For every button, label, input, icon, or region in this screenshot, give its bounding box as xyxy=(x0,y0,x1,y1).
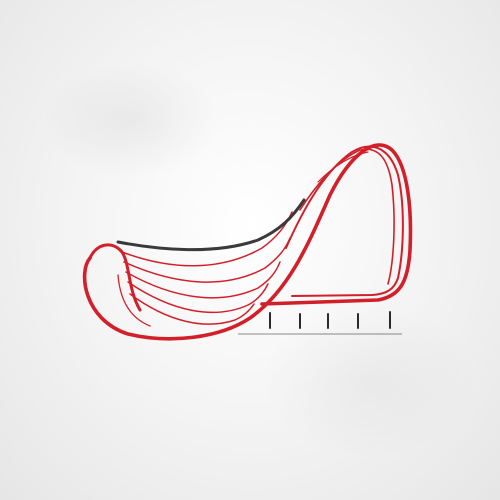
dark-crest-line xyxy=(116,198,306,252)
wave-line-5 xyxy=(129,293,255,325)
red-curve-group xyxy=(82,143,413,341)
outer-contour-line xyxy=(82,143,413,341)
wave-line-4 xyxy=(127,281,269,314)
arch-contour-line-2 xyxy=(285,145,404,297)
arch-contour-line-4 xyxy=(317,151,369,183)
wave-line-3 xyxy=(125,261,281,299)
pillar-group xyxy=(269,311,391,329)
wave-line-6 xyxy=(117,274,151,327)
wave-line-2 xyxy=(123,237,291,283)
left-tip-curve xyxy=(88,243,142,312)
wave-line-1 xyxy=(121,211,293,267)
arch-contour-line-3 xyxy=(299,148,395,285)
